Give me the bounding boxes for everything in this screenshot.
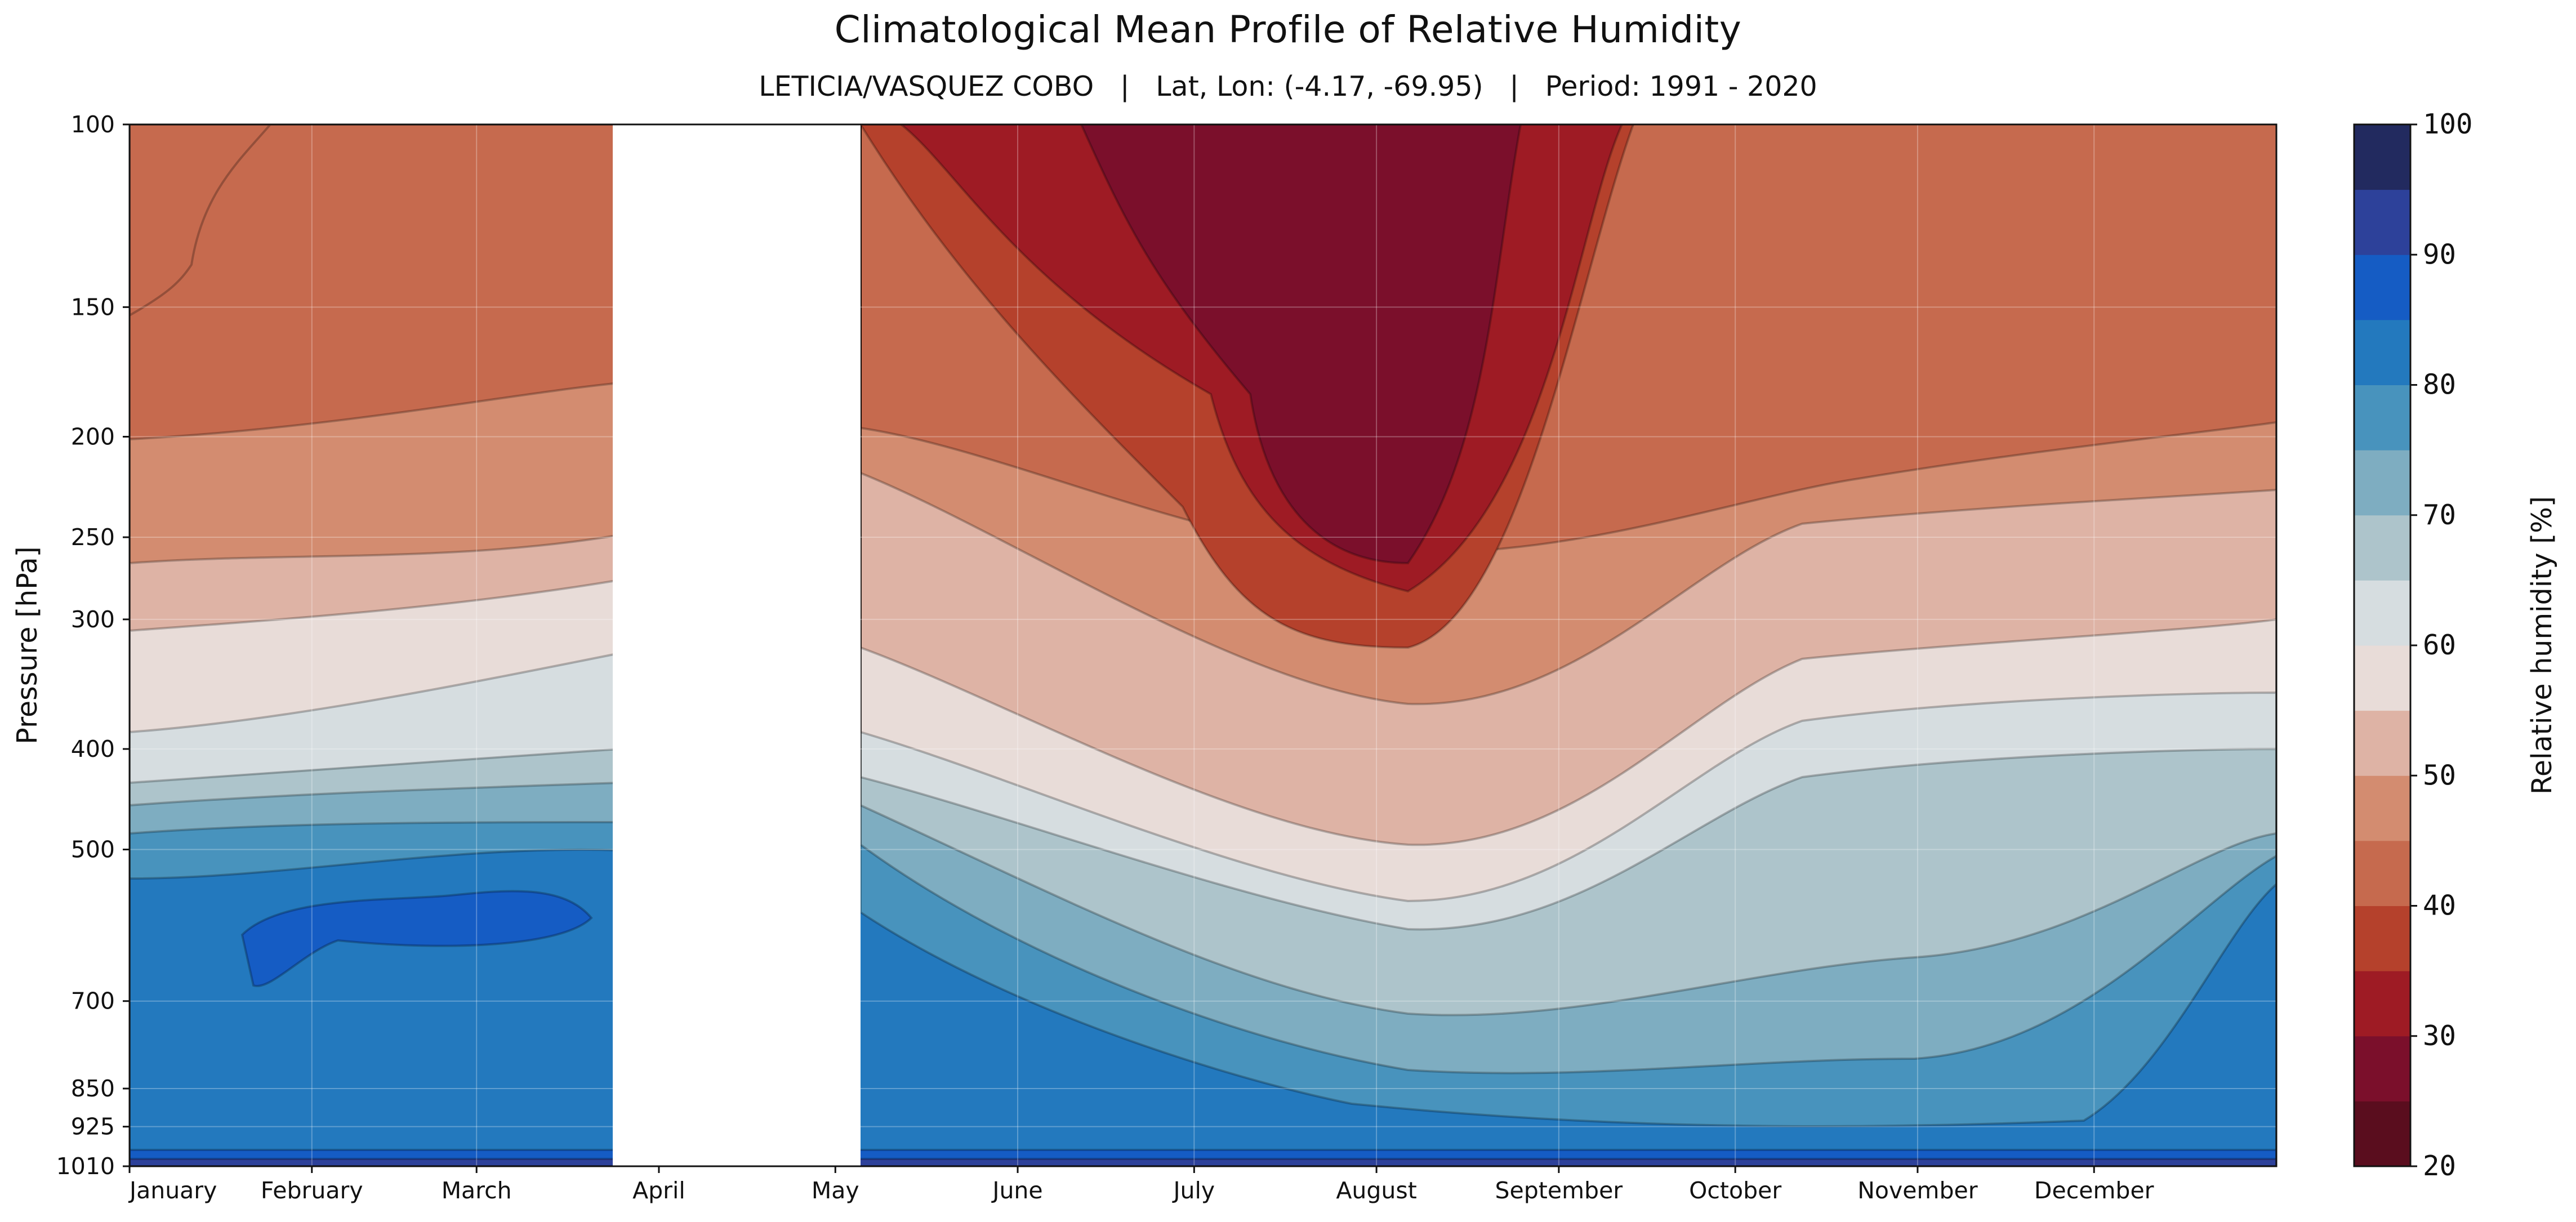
y-tick-label: 100 bbox=[71, 111, 115, 138]
colorbar-tick-label: 90 bbox=[2423, 238, 2456, 270]
colorbar-band bbox=[2354, 190, 2410, 255]
x-tick-label: August bbox=[1336, 1177, 1416, 1204]
x-tick-label: June bbox=[991, 1177, 1042, 1204]
x-tick-label: March bbox=[442, 1177, 512, 1204]
contour-field bbox=[130, 124, 2276, 1166]
colorbar: 20 30 40 50 60 70 80 90 100 bbox=[2354, 108, 2473, 1182]
x-tick-label: December bbox=[2034, 1177, 2154, 1204]
x-tick-label: November bbox=[1857, 1177, 1977, 1204]
colorbar-band bbox=[2354, 711, 2410, 776]
colorbar-band bbox=[2354, 1036, 2410, 1101]
y-axis-ticks: 100 150 200 250 300 400 500 700 850 925 1010 bbox=[56, 111, 130, 1180]
colorbar-band bbox=[2354, 385, 2410, 451]
y-tick-label: 200 bbox=[71, 423, 115, 451]
y-tick-label: 1010 bbox=[56, 1153, 115, 1180]
x-tick-label: September bbox=[1495, 1177, 1623, 1204]
colorbar-band bbox=[2354, 255, 2410, 320]
y-tick-label: 250 bbox=[71, 524, 115, 551]
missing-data-gap bbox=[613, 124, 861, 1166]
colorbar-band bbox=[2354, 320, 2410, 385]
contour-band-c95 bbox=[130, 1159, 2276, 1166]
colorbar-band bbox=[2354, 515, 2410, 581]
colorbar-label: Relative humidity [%] bbox=[2526, 496, 2558, 795]
y-tick-label: 400 bbox=[71, 735, 115, 762]
y-tick-label: 300 bbox=[71, 606, 115, 633]
y-tick-label: 500 bbox=[71, 836, 115, 863]
colorbar-band bbox=[2354, 450, 2410, 515]
colorbar-tick-label: 50 bbox=[2423, 759, 2456, 791]
x-tick-label: February bbox=[261, 1177, 363, 1204]
x-tick-label: October bbox=[1689, 1177, 1781, 1204]
colorbar-tick-label: 30 bbox=[2423, 1020, 2456, 1052]
colorbar-band bbox=[2354, 580, 2410, 645]
colorbar-band bbox=[2354, 645, 2410, 711]
colorbar-band bbox=[2354, 775, 2410, 841]
x-tick-label: April bbox=[632, 1177, 685, 1204]
colorbar-band bbox=[2354, 906, 2410, 971]
colorbar-tick-label: 80 bbox=[2423, 369, 2456, 401]
colorbar-tick-label: 40 bbox=[2423, 890, 2456, 922]
x-tick-label: May bbox=[812, 1177, 859, 1204]
colorbar-band bbox=[2354, 124, 2410, 190]
x-tick-label: January bbox=[128, 1177, 217, 1204]
colorbar-tick-label: 70 bbox=[2423, 499, 2456, 531]
y-tick-label: 850 bbox=[71, 1075, 115, 1102]
colorbar-band bbox=[2354, 841, 2410, 906]
colorbar-band bbox=[2354, 971, 2410, 1036]
colorbar-band bbox=[2354, 1101, 2410, 1166]
colorbar-tick-label: 100 bbox=[2423, 108, 2473, 140]
y-tick-label: 925 bbox=[71, 1113, 115, 1140]
colorbar-tick-label: 20 bbox=[2423, 1150, 2456, 1182]
y-axis-label: Pressure [hPa] bbox=[11, 546, 43, 744]
x-axis-ticks: January February March April May June July Augu… bbox=[128, 1166, 2154, 1204]
y-tick-label: 700 bbox=[71, 988, 115, 1015]
colorbar-tick-label: 60 bbox=[2423, 629, 2456, 661]
x-tick-label: July bbox=[1171, 1177, 1215, 1204]
y-tick-label: 150 bbox=[71, 293, 115, 320]
